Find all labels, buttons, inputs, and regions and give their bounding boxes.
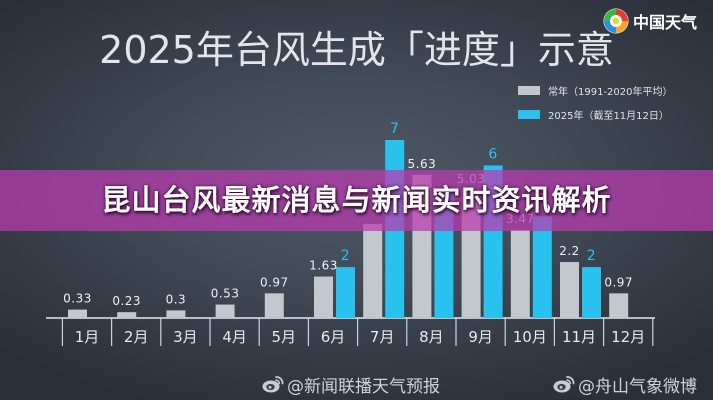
- year-2025-value-label: 6: [488, 146, 497, 162]
- china-weather-logo-icon: [603, 8, 629, 34]
- year-2025-value-label: 2: [587, 248, 596, 264]
- normal-year-bar: [609, 293, 629, 318]
- x-tick-label: 2月: [124, 328, 149, 346]
- legend-swatch-normal-year: [518, 85, 540, 95]
- normal-year-value-label: 5.63: [408, 157, 437, 171]
- x-tick-label: 5月: [272, 328, 297, 346]
- normal-year-value-label: 0.97: [260, 275, 289, 289]
- chart-legend: 常年（1991-2020年平均） 2025年（截至11月12日）: [518, 80, 673, 128]
- normal-year-value-label: 1.63: [309, 259, 338, 273]
- normal-year-bar: [68, 309, 87, 318]
- chart-title: 2025年台风生成「进度」示意: [99, 28, 614, 72]
- legend-item-normal-year: 常年（1991-2020年平均）: [518, 80, 673, 100]
- normal-year-value-label: 2.2: [559, 244, 580, 258]
- year-2025-value-label: 2: [341, 248, 350, 264]
- headline-banner[interactable]: 昆山台风最新消息与新闻实时资讯解析: [0, 170, 713, 231]
- weibo-icon: [553, 376, 575, 393]
- headline-text: 昆山台风最新消息与新闻实时资讯解析: [101, 183, 612, 217]
- x-axis-ticks: [61, 318, 654, 346]
- x-tick-label: 12月: [611, 328, 645, 346]
- china-weather-logo: 中国天气: [603, 8, 697, 34]
- x-tick-label: 8月: [419, 328, 444, 346]
- normal-year-bar: [117, 312, 137, 318]
- data-labels-layer: 0.330.230.30.530.971.63275.635.0363.472.…: [63, 121, 633, 308]
- year-2025-bar: [336, 267, 355, 318]
- headline-banner-background: [0, 170, 713, 231]
- normal-year-value-label: 0.3: [166, 292, 187, 306]
- normal-year-bar: [510, 229, 530, 318]
- normal-year-value-label: 0.33: [63, 292, 92, 306]
- x-tick-label: 10月: [513, 328, 547, 346]
- legend-label-year-2025: 2025年（截至11月12日）: [548, 110, 669, 122]
- x-tick-label: 9月: [468, 328, 493, 346]
- logo-text: 中国天气: [633, 13, 698, 32]
- x-tick-label: 7月: [370, 328, 395, 346]
- weibo-icon: [262, 376, 284, 393]
- x-tick-label: 4月: [222, 328, 247, 346]
- normal-year-bar: [314, 276, 333, 318]
- year-2025-value-label: 7: [390, 121, 399, 137]
- normal-year-bar: [215, 304, 235, 318]
- x-tick-label: 3月: [173, 328, 198, 346]
- normal-year-bar: [560, 262, 579, 318]
- normal-year-bar: [264, 293, 284, 318]
- watermark-text: @新闻联播天气预报: [287, 376, 440, 397]
- normal-year-value-label: 0.23: [112, 294, 141, 308]
- x-tick-label: 11月: [562, 328, 596, 346]
- normal-year-bar: [166, 310, 186, 318]
- watermark-zhoushan-weather: @舟山气象微博: [553, 372, 697, 397]
- x-axis-labels: 1月 2月 3月 4月 5月 6月 7月 8月 9月 10月 11月 12月: [75, 328, 646, 346]
- normal-year-value-label: 0.53: [211, 287, 240, 301]
- year-2025-bar: [532, 216, 552, 318]
- normal-year-value-label: 0.97: [604, 275, 633, 289]
- normal-year-bar: [363, 223, 383, 318]
- x-tick-label: 1月: [75, 328, 100, 346]
- x-tick-label: 6月: [321, 328, 346, 346]
- year-2025-bar: [582, 267, 601, 318]
- legend-item-year-2025: 2025年（截至11月12日）: [518, 104, 673, 124]
- legend-swatch-year-2025: [518, 109, 540, 119]
- legend-label-normal-year: 常年（1991-2020年平均）: [548, 86, 673, 98]
- watermark-cctv-weather: @新闻联播天气预报: [262, 372, 440, 397]
- watermark-text: @舟山气象微博: [578, 376, 697, 397]
